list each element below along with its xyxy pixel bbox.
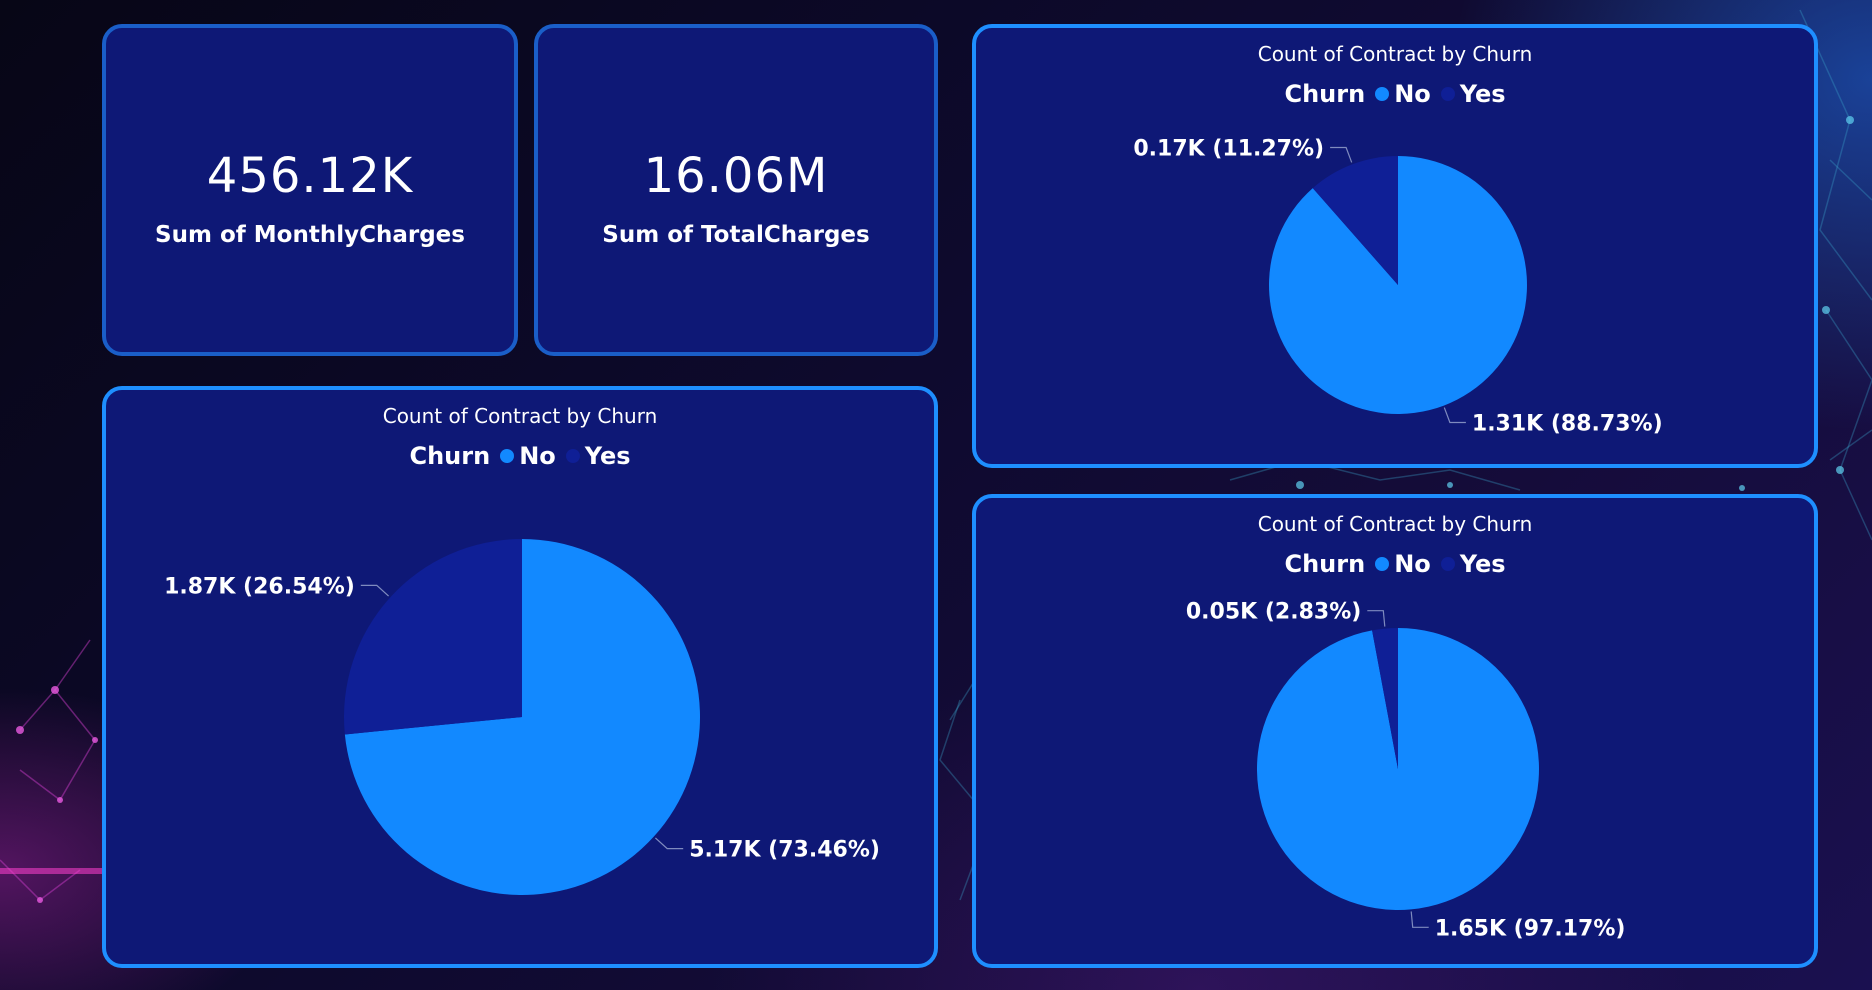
legend-item-no[interactable]: No: [1375, 550, 1431, 578]
leader-line-no: [654, 837, 684, 850]
legend-marker-no: [500, 449, 515, 463]
pie-slice-no[interactable]: [1268, 156, 1527, 414]
chart-legend: Churn No Yes: [976, 80, 1814, 108]
kpi-card-monthly-charges[interactable]: 456.12K Sum of MonthlyCharges: [102, 24, 518, 356]
legend-label: Yes: [584, 442, 631, 470]
kpi-card-total-charges[interactable]: 16.06M Sum of TotalCharges: [534, 24, 938, 356]
legend-label: No: [1394, 550, 1431, 578]
legend-item-yes[interactable]: Yes: [1440, 80, 1506, 108]
kpi-label: Sum of MonthlyCharges: [155, 222, 465, 248]
data-label-no: 1.65K (97.17%): [1435, 916, 1626, 941]
chart-title: Count of Contract by Churn: [1257, 42, 1533, 66]
legend-item-yes[interactable]: Yes: [565, 442, 631, 470]
pie-chart: 1.65K (97.17%) 0.05K (2.83%): [1186, 600, 1626, 942]
pie-slice-no[interactable]: [1256, 628, 1539, 910]
legend-item-yes[interactable]: Yes: [1440, 550, 1506, 578]
legend-item-no[interactable]: No: [500, 442, 556, 470]
legend-title: Churn: [1284, 80, 1366, 108]
pie-chart: 5.17K (73.46%) 1.87K (26.54%): [164, 539, 880, 895]
kpi-value: 16.06M: [643, 148, 829, 204]
chart-legend: Churn No Yes: [106, 442, 934, 470]
legend-label: No: [519, 442, 556, 470]
data-label-no: 1.31K (88.73%): [1472, 412, 1663, 437]
data-label-yes: 0.05K (2.83%): [1186, 600, 1361, 625]
legend-title: Churn: [409, 442, 491, 470]
pie-chart-card[interactable]: Count of Contract by Churn Churn No Yes …: [972, 494, 1818, 968]
pie-slice-yes[interactable]: [1372, 628, 1398, 769]
leader-line-yes: [1367, 610, 1386, 627]
legend-marker-yes: [565, 449, 580, 463]
kpi-value: 456.12K: [206, 148, 414, 204]
leader-line-yes: [1330, 146, 1353, 163]
data-label-no: 5.17K (73.46%): [689, 838, 880, 863]
pie-slice-yes[interactable]: [344, 539, 522, 735]
leader-line-yes: [360, 584, 390, 597]
pie-chart-card[interactable]: Count of Contract by Churn Churn No Yes …: [102, 386, 938, 968]
chart-title: Count of Contract by Churn: [1257, 512, 1533, 536]
data-label-yes: 0.17K (11.27%): [1133, 137, 1324, 162]
legend-item-no[interactable]: No: [1375, 80, 1431, 108]
chart-legend: Churn No Yes: [976, 550, 1814, 578]
pie-chart-card[interactable]: Count of Contract by Churn Churn No Yes …: [972, 24, 1818, 468]
leader-line-no: [1443, 407, 1466, 424]
legend-title: Churn: [1284, 550, 1366, 578]
chart-title: Count of Contract by Churn: [382, 404, 658, 428]
legend-label: Yes: [1459, 550, 1506, 578]
pie-slice-no[interactable]: [344, 539, 701, 895]
legend-marker-yes: [1440, 87, 1455, 101]
leader-line-no: [1410, 911, 1429, 928]
kpi-label: Sum of TotalCharges: [602, 222, 870, 248]
pie-slice-yes[interactable]: [1312, 156, 1398, 285]
pie-chart: 1.31K (88.73%) 0.17K (11.27%): [1133, 137, 1663, 437]
legend-label: Yes: [1459, 80, 1506, 108]
legend-label: No: [1394, 80, 1431, 108]
legend-marker-no: [1375, 87, 1390, 101]
data-label-yes: 1.87K (26.54%): [164, 574, 355, 599]
legend-marker-no: [1375, 557, 1390, 571]
legend-marker-yes: [1440, 557, 1455, 571]
